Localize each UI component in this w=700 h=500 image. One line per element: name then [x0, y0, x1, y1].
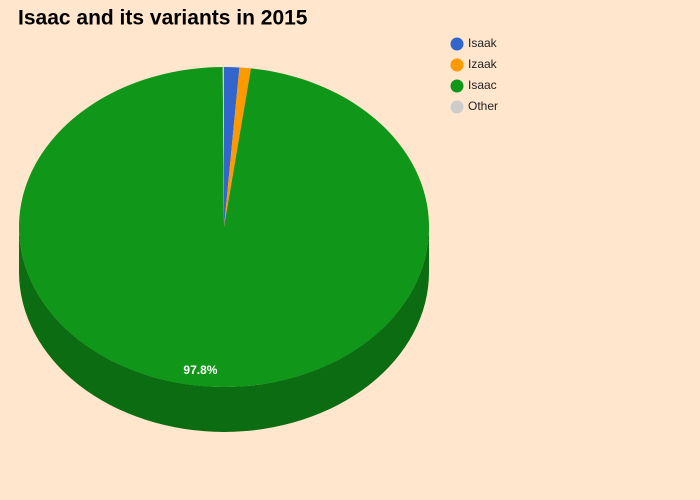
- slice: [18, 67, 429, 388]
- slice: [224, 67, 240, 227]
- legend-swatch: [450, 58, 464, 72]
- legend-label: Isaak: [468, 36, 498, 50]
- legend-label: Isaac: [468, 78, 497, 92]
- chart-title: Isaac and its variants in 2015: [18, 7, 308, 30]
- legend-swatch: [450, 79, 464, 93]
- legend-swatch: [450, 100, 464, 114]
- legend-label: Other: [468, 99, 498, 113]
- slice: [222, 67, 224, 227]
- value-label: 97.8%: [183, 363, 217, 377]
- legend-swatch: [450, 37, 464, 51]
- legend-label: Izaak: [468, 57, 498, 71]
- slice: [224, 67, 251, 227]
- slice-side: [19, 227, 429, 432]
